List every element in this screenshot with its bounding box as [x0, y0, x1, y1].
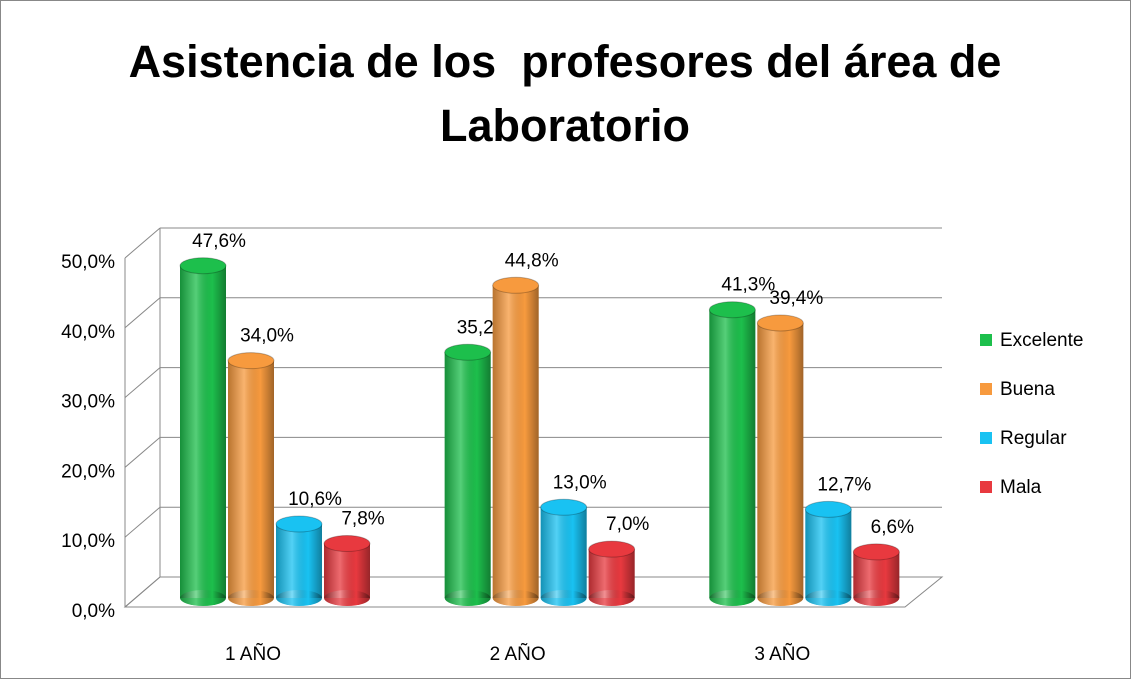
bar-bottom-shade	[228, 590, 274, 606]
bar-bottom-shade	[444, 590, 491, 606]
grid-line-side	[124, 576, 161, 608]
bar-bottom-shade	[492, 590, 539, 606]
bar-bottom-shade	[805, 590, 852, 606]
bar-bottom-shade	[276, 590, 322, 606]
bar-shade	[588, 549, 635, 598]
bar-top	[540, 498, 588, 516]
y-tick-label: 40,0%	[61, 322, 115, 343]
legend-swatch	[980, 383, 992, 395]
bar-shade	[228, 360, 274, 598]
grid-line-side	[124, 297, 161, 329]
data-label: 7,0%	[606, 514, 649, 535]
bar-top	[756, 314, 804, 332]
x-tick-label: 1 AÑO	[225, 643, 281, 665]
y-tick-label: 50,0%	[61, 252, 115, 273]
legend-label: Regular	[1000, 428, 1067, 449]
bar-bottom-shade	[540, 590, 587, 606]
bar-bottom-shade	[180, 590, 226, 606]
bar-bottom-shade	[853, 590, 900, 606]
bar-top	[179, 257, 227, 275]
bar-shade	[444, 352, 491, 598]
bar-bottom-shade	[757, 590, 804, 606]
data-label: 6,6%	[871, 517, 914, 538]
y-tick-label: 0,0%	[72, 601, 115, 622]
bar-shade	[324, 543, 370, 598]
bar-bottom-shade	[709, 590, 756, 606]
bar-shade	[492, 285, 539, 598]
legend-swatch	[980, 334, 992, 346]
bar-shade	[540, 507, 587, 598]
bar-top	[804, 500, 852, 518]
bar-top	[275, 515, 323, 533]
bar-shade	[709, 309, 756, 598]
bar-top	[492, 276, 540, 294]
grid-line-side	[124, 367, 161, 398]
bar-bottom-shade	[588, 590, 635, 606]
y-tick-label: 10,0%	[61, 531, 115, 552]
bar-top	[588, 540, 636, 558]
bar-top	[227, 352, 275, 370]
x-tick-label: 3 AÑO	[754, 643, 810, 665]
data-label: 7,8%	[341, 509, 384, 530]
grid-line-side	[124, 506, 161, 538]
bar-top	[708, 301, 756, 319]
legend-swatch	[980, 432, 992, 444]
data-label: 41,3%	[721, 275, 775, 296]
legend-swatch	[980, 481, 992, 493]
bar-top	[444, 343, 492, 361]
bar-top	[323, 535, 371, 553]
data-label: 34,0%	[240, 326, 294, 347]
data-label: 39,4%	[769, 288, 823, 309]
y-tick-label: 30,0%	[61, 392, 115, 413]
data-label: 10,6%	[288, 489, 342, 510]
legend-label: Excelente	[1000, 330, 1083, 351]
grid-line-side	[124, 437, 161, 468]
data-label: 47,6%	[192, 231, 246, 252]
y-tick-label: 20,0%	[61, 461, 115, 482]
data-label: 44,8%	[505, 250, 559, 271]
chart-title: Asistencia de los profesores del área de…	[128, 36, 1014, 151]
legend-label: Mala	[1000, 477, 1042, 498]
legend-label: Buena	[1000, 379, 1055, 400]
bar-shade	[276, 524, 322, 598]
bar-shade	[757, 322, 804, 598]
grid-line-side	[124, 227, 161, 259]
data-label: 13,0%	[553, 472, 607, 493]
bar-shade	[805, 509, 852, 598]
bar-top	[852, 543, 900, 561]
x-tick-label: 2 AÑO	[490, 643, 546, 665]
data-label: 12,7%	[817, 474, 871, 495]
bar-shade	[180, 265, 226, 598]
bar-bottom-shade	[324, 590, 370, 606]
